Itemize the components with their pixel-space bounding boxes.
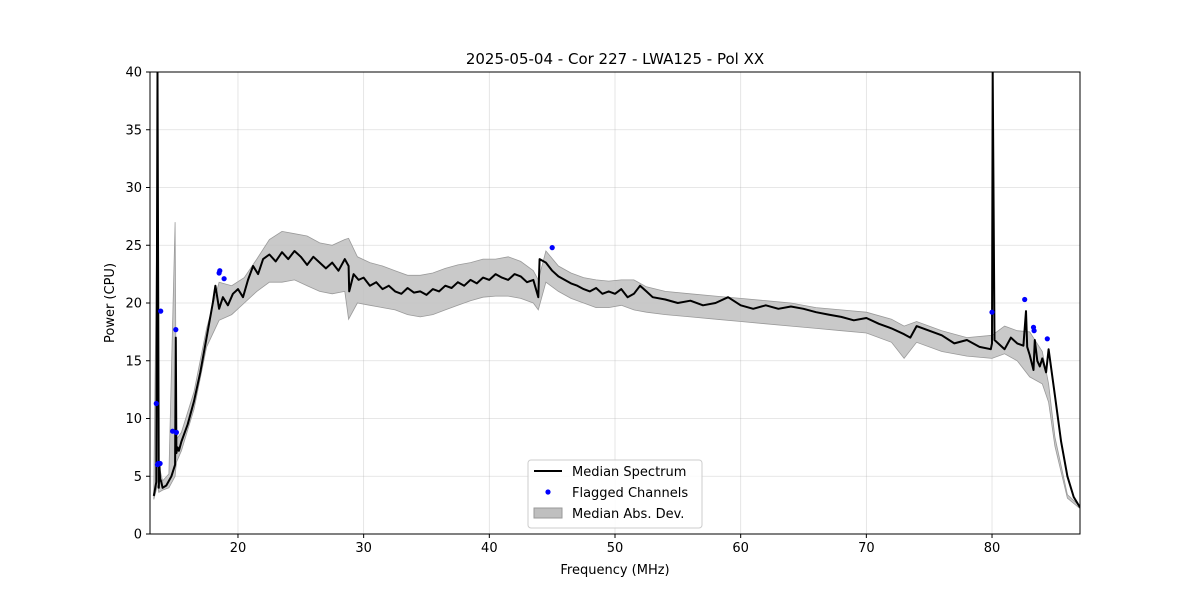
legend-flagged-swatch — [545, 489, 551, 495]
chart-title: 2025-05-04 - Cor 227 - LWA125 - Pol XX — [466, 50, 764, 68]
legend-mad-swatch — [533, 507, 563, 519]
legend-median-label: Median Spectrum — [572, 465, 686, 480]
y-tick-label: 5 — [134, 470, 142, 485]
flagged-channel-point — [153, 400, 159, 407]
legend-box — [527, 459, 703, 529]
y-tick-label: 20 — [125, 297, 142, 312]
x-tick-label: 60 — [732, 541, 749, 556]
flagged-channel-point — [1022, 296, 1028, 303]
flagged-channel-point — [1044, 336, 1050, 342]
legend-mad-label: Median Abs. Dev. — [572, 507, 684, 522]
flagged-channel-point — [173, 429, 179, 435]
flagged-channel-point — [1031, 328, 1037, 334]
y-tick-label: 10 — [125, 412, 142, 427]
y-tick-label: 40 — [125, 66, 142, 81]
flagged-channel-point — [217, 268, 223, 274]
y-tick-label: 25 — [125, 239, 142, 254]
legend: Median Spectrum Flagged Channels Median … — [527, 459, 703, 529]
flagged-channel-point — [221, 276, 227, 282]
mad-band — [153, 164, 1080, 510]
legend-flagged-label: Flagged Channels — [572, 486, 688, 501]
x-tick-label: 40 — [481, 541, 498, 556]
flagged-channel-point — [173, 327, 179, 333]
median-spectrum-line — [152, 72, 1080, 508]
flagged-channel-point — [549, 245, 555, 251]
series-layer — [152, 72, 1080, 510]
x-tick-label: 30 — [355, 541, 372, 556]
x-tick-label: 70 — [858, 541, 875, 556]
flagged-channel-point — [157, 460, 163, 467]
flagged-channel-point — [158, 308, 164, 314]
y-tick-label: 0 — [134, 528, 142, 543]
x-tick-label: 80 — [984, 541, 1001, 556]
y-tick-label: 15 — [125, 354, 142, 369]
x-tick-label: 50 — [607, 541, 624, 556]
flagged-channel-point — [989, 309, 995, 315]
y-tick-label: 30 — [125, 181, 142, 196]
y-tick-label: 35 — [125, 123, 142, 138]
y-axis-label: Power (CPU) — [103, 263, 118, 343]
x-axis-label: Frequency (MHz) — [560, 563, 669, 578]
ticks: 20 30 40 50 60 70 80 0 5 10 15 20 25 30 35 40 — [125, 66, 1000, 557]
x-tick-label: 20 — [230, 541, 247, 556]
